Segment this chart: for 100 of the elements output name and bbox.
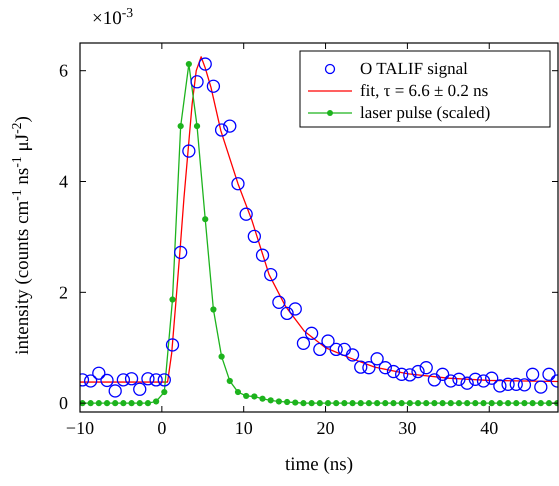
point (169, 296, 176, 303)
point (218, 353, 225, 360)
point (304, 326, 318, 340)
point (414, 400, 422, 406)
point (144, 400, 152, 406)
point (358, 400, 364, 406)
point (321, 334, 335, 348)
point (403, 368, 417, 382)
point (292, 399, 298, 406)
point (521, 400, 528, 406)
point (346, 348, 360, 362)
point (194, 123, 200, 130)
point (296, 336, 310, 350)
x-tick-label: 30 (398, 418, 416, 438)
point (84, 374, 98, 388)
point (436, 368, 450, 381)
point (243, 392, 250, 400)
point (530, 400, 536, 406)
point (374, 400, 380, 406)
x-tick-label: 20 (316, 418, 335, 438)
point (124, 372, 138, 386)
point (444, 374, 458, 388)
point (141, 372, 155, 386)
point (190, 75, 204, 88)
point (423, 400, 430, 406)
point (214, 123, 228, 137)
point (510, 378, 523, 391)
point (133, 382, 146, 396)
point (128, 400, 135, 406)
text: ×10$^{-3}$ (92, 4, 134, 29)
point (96, 400, 102, 406)
point (464, 400, 470, 406)
y-tick-label: 4 (59, 172, 68, 192)
x-tick-label: 40 (480, 418, 498, 438)
point (526, 368, 540, 381)
point (158, 373, 171, 387)
point (223, 119, 236, 133)
x-tick-label: −10 (66, 418, 94, 438)
point (182, 144, 196, 158)
point (186, 60, 192, 68)
point (256, 248, 270, 262)
point (248, 230, 261, 244)
point (476, 374, 490, 388)
point (480, 400, 487, 406)
point (316, 400, 323, 406)
point (308, 400, 315, 406)
point (448, 400, 454, 406)
point (390, 400, 397, 406)
point (234, 388, 242, 396)
x-axis-title: time (ns) (284, 454, 354, 475)
point (460, 376, 474, 390)
point (226, 378, 233, 384)
y-tick-label: 2 (59, 282, 68, 302)
point (324, 400, 332, 406)
point (496, 400, 503, 406)
point (272, 296, 286, 309)
point (120, 400, 126, 406)
point (166, 338, 180, 352)
point (333, 400, 340, 406)
point (161, 388, 168, 396)
point (174, 246, 188, 260)
point (116, 373, 130, 387)
point (276, 398, 282, 405)
point (420, 361, 433, 374)
point (240, 208, 253, 221)
point (178, 123, 184, 130)
point (149, 373, 163, 387)
point (300, 400, 307, 406)
point (136, 400, 143, 406)
point (206, 80, 220, 93)
point (485, 372, 498, 385)
point (542, 368, 556, 381)
point (546, 400, 552, 406)
point (284, 398, 290, 406)
point (398, 400, 405, 406)
point (198, 57, 212, 71)
point (501, 378, 515, 391)
point (472, 400, 478, 406)
point (406, 400, 413, 406)
x-tick-label: 10 (234, 418, 253, 438)
point (349, 400, 356, 406)
point (280, 306, 294, 320)
point (264, 268, 278, 282)
point (108, 384, 122, 398)
point (202, 216, 208, 222)
point (100, 374, 114, 388)
point (112, 400, 118, 406)
point (366, 400, 372, 406)
point (210, 306, 217, 313)
point (288, 302, 302, 316)
point (251, 393, 258, 400)
point (378, 361, 392, 374)
point (231, 177, 245, 190)
point (534, 380, 548, 394)
point (493, 379, 507, 393)
point (88, 400, 94, 406)
legend-label: fit, τ = 6.6 ± 0.2 ns (360, 81, 488, 100)
point (411, 364, 425, 378)
legend-label: laser pulse (scaled) (360, 103, 490, 122)
point (338, 342, 352, 356)
